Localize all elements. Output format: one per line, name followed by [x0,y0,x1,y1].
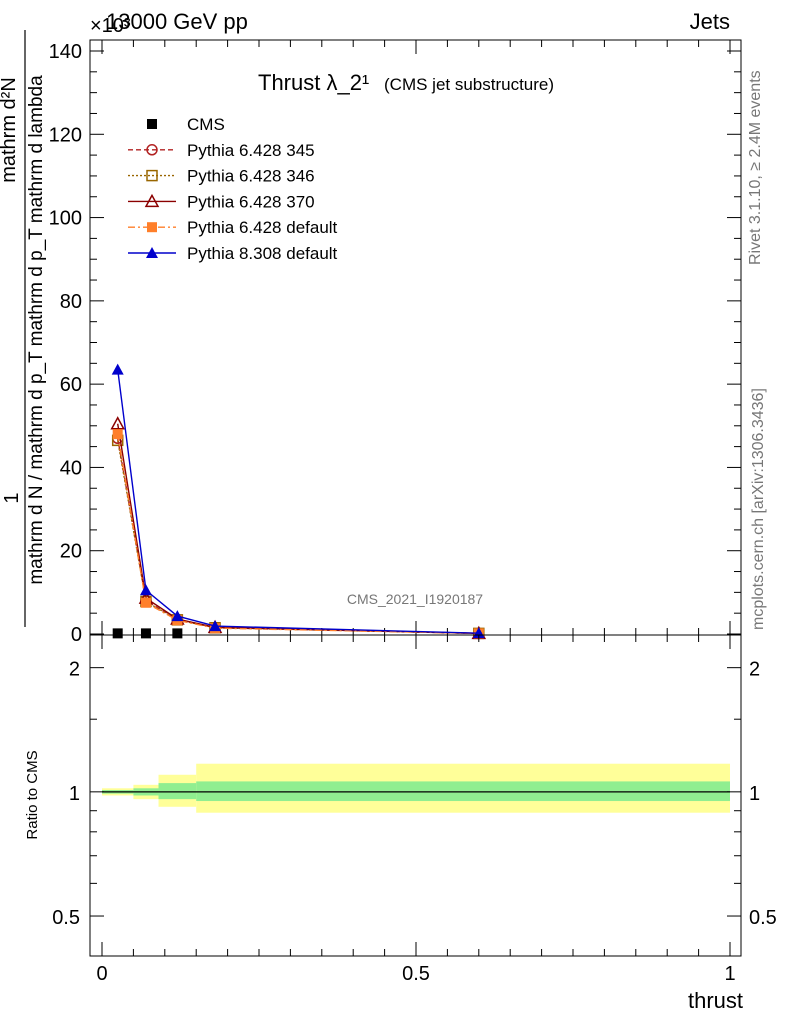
legend-label: Pythia 6.428 370 [187,192,315,211]
y-tick-label: 80 [60,291,82,313]
plot-subtitle: (CMS jet substructure) [384,75,554,94]
legend-marker [146,169,158,182]
header-right-label: Jets [690,9,730,34]
y-tick-label: 0 [71,624,82,646]
ratio-ylabel: Ratio to CMS [24,750,41,839]
data-point: CMS: 0.025, 150 [112,628,123,639]
header-left-label: 13000 GeV pp [106,9,248,34]
analysis-watermark: CMS_2021_I1920187 [347,591,483,607]
ratio-y-tick-label-left: 2 [69,659,80,681]
ratio-y-tick-label-left: 1 [69,783,80,805]
legend-label: CMS [187,115,225,134]
data-point: Pythia 8.308 default: 0.18, 1900 [209,620,222,632]
x-tick-label: 1 [724,963,735,985]
ratio-y-tick-label-right: 0.5 [749,907,777,929]
legend-label: Pythia 6.428 345 [187,141,315,160]
uncertainty-band-inner [158,783,197,800]
y-tick-label: 100 [49,208,82,230]
x-axis-label: thrust [688,988,743,1013]
x-tick-label: 0.5 [402,963,430,985]
data-point: Pythia 6.428 default: 0.07, 7500 [140,597,151,608]
ratio-y-tick-label-left: 0.5 [52,907,80,929]
data-point: Pythia 6.428 default: 0.025, 48000 [112,429,123,440]
data-point: CMS: 0.07, 150 [140,628,151,639]
legend-marker [144,193,160,208]
y-tick-label: 60 [60,374,82,396]
data-point: Pythia 8.308 default: 0.025, 63500 [111,363,124,375]
ratio-y-tick-label-right: 2 [749,659,760,681]
legend-label: Pythia 6.428 346 [187,167,315,186]
ratio-y-tick-label-right: 1 [749,783,760,805]
y-tick-label: 20 [60,541,82,563]
legend-label: Pythia 6.428 default [187,218,338,237]
legend-label: Pythia 8.308 default [187,244,338,263]
ylabel-denominator-a: mathrm d N / mathrm d p_T mathrm d p_T m… [26,75,47,585]
mcplots-side-label: mcplots.cern.ch [arXiv:1306.3436] [750,388,767,630]
x-tick-label: 0 [96,963,107,985]
legend-marker [146,247,158,258]
data-point: Pythia 6.428 370: 0.025, 50500 [110,416,125,430]
legend-marker [147,222,157,233]
y-tick-label: 120 [49,124,82,146]
uncertainty-band-inner [196,781,730,802]
legend-marker [146,144,158,156]
legend: CMS Pythia 6.428 345 Pythia 6.428 346 Pythi… [128,115,338,263]
data-point: Pythia 8.308 default: 0.07, 10500 [139,584,152,596]
data-point: CMS: 0.12, 150 [172,628,183,639]
y-tick-label: 140 [49,41,82,63]
data-point: Pythia 8.308 default: 0.12, 4300 [171,610,184,622]
rivet-side-label: Rivet 3.1.10, ≥ 2.4M events [747,70,764,265]
main-axis-ticks: 0 20 40 60 80 100 120 140 [49,40,741,646]
main-ylabel: 1 mathrm d²N mathrm d N / mathrm d p_T m… [0,30,47,627]
y-tick-label: 40 [60,457,82,479]
y-exponent-label: ×10³ [90,15,131,37]
ratio-plot-content [102,763,730,813]
ylabel-top: 1 [1,492,23,503]
ratio-axis-ticks: 0.5 0.5 1 1 2 2 0 0.5 1 [52,635,777,985]
plot-title: Thrust λ_2¹ [258,70,369,95]
legend-marker [147,119,157,129]
ylabel-numerator: mathrm d²N [0,77,20,183]
